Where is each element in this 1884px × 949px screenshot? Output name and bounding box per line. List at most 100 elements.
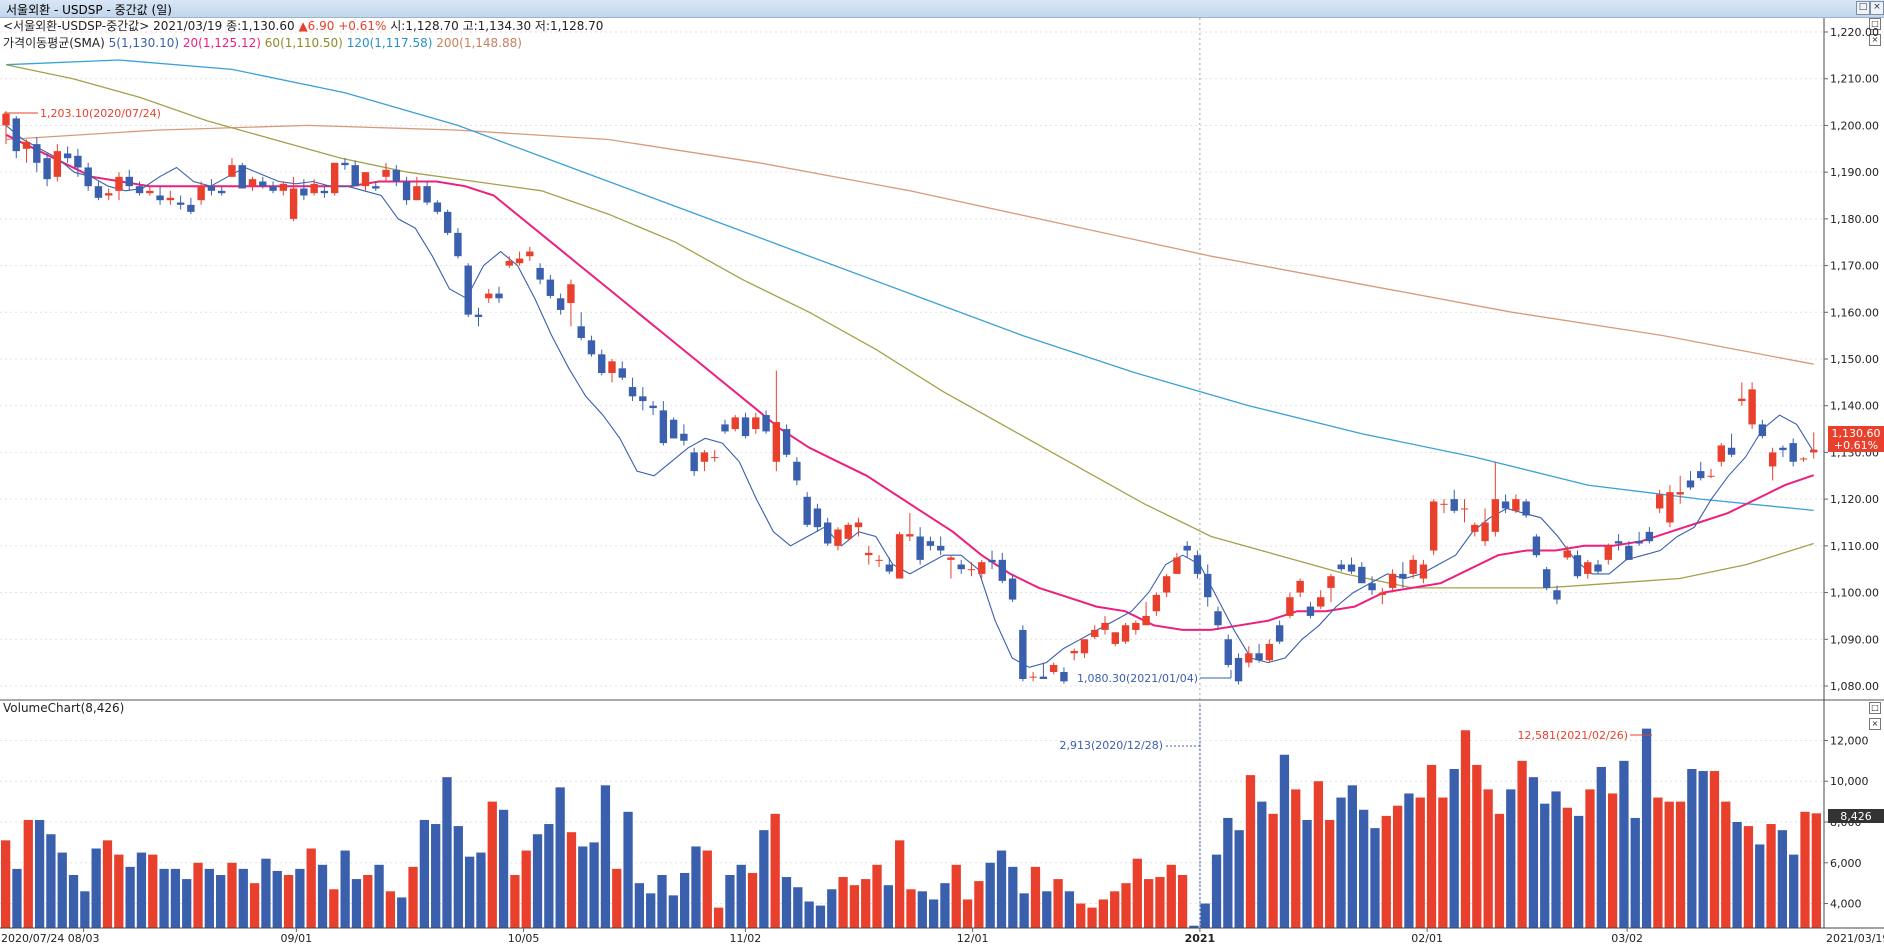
candle-body (1584, 562, 1592, 574)
price-tick-label: 1,170.00 (1830, 260, 1879, 273)
volume-bar (1336, 797, 1346, 928)
volume-bar (1325, 819, 1335, 928)
x-tick-label: 10/05 (508, 932, 540, 945)
volume-bar (657, 875, 667, 928)
volume-bar (216, 875, 226, 928)
volume-bar (1257, 801, 1267, 928)
candle-body (1245, 653, 1253, 663)
candle-body (1440, 503, 1448, 505)
volume-bar (1755, 844, 1765, 928)
restore-icon[interactable]: □ (1856, 1, 1870, 15)
candle-body (1789, 443, 1797, 462)
x-tick-label: 09/01 (280, 932, 312, 945)
candle-body (1625, 545, 1633, 560)
ma120-legend: 120(1,117.58) (346, 36, 433, 50)
volume-bar (453, 826, 463, 928)
candle-body (2, 113, 10, 126)
candle-body (207, 186, 216, 191)
volume-bar (1064, 891, 1075, 928)
volume-bar (521, 850, 531, 928)
volume-bar (1359, 809, 1369, 928)
candle-body (567, 284, 575, 303)
volume-pane-close-icon[interactable]: × (1869, 718, 1881, 730)
volume-bar (91, 848, 101, 928)
volume-bar (317, 864, 328, 928)
candle-body (1060, 671, 1068, 682)
volume-bar (1110, 891, 1120, 928)
volume-bar (849, 885, 860, 928)
volume-bar (589, 842, 599, 928)
candle-body (279, 183, 288, 191)
volume-bar (815, 905, 826, 928)
volume-pane-maximize-icon[interactable]: □ (1869, 702, 1881, 714)
candle-body (1563, 550, 1571, 558)
candle-body (269, 186, 277, 191)
window-title: 서울외환 - USDSP - 중간값 (일) (6, 3, 172, 17)
candle-body (1337, 564, 1345, 570)
candle-body (813, 508, 822, 528)
candle-body (1204, 573, 1212, 598)
candle-body (1481, 522, 1489, 542)
volume-bar (510, 875, 520, 928)
price-pane-close-icon[interactable]: × (1869, 34, 1881, 46)
volume-bar (136, 852, 147, 928)
candle-body (320, 190, 329, 194)
candle-body (1460, 508, 1469, 510)
candle-body (587, 340, 596, 355)
candle-body (1810, 449, 1818, 453)
x-tick-label: 12/01 (957, 932, 989, 945)
candle-body (690, 452, 698, 472)
volume-bar (1245, 775, 1256, 928)
last-price-badge: 1,130.60 (1832, 427, 1881, 440)
volume-bar (804, 901, 814, 928)
volume-bar (1574, 815, 1584, 928)
volume-bar (408, 866, 418, 928)
candle-body (1193, 555, 1202, 574)
candle-body (166, 197, 175, 201)
x-tick-label: 2021 (1185, 932, 1216, 945)
candle-body (741, 417, 750, 437)
volume-bar (363, 875, 373, 928)
volume-bar (431, 824, 441, 928)
volume-bar (1777, 830, 1788, 928)
volume-bar (340, 850, 350, 928)
volume-bar (34, 819, 45, 928)
volume-bar (1800, 811, 1810, 928)
volume-bar (295, 868, 305, 928)
volume-bar (725, 875, 735, 928)
volume-bar (1653, 797, 1663, 928)
candle-body (217, 190, 226, 194)
price-tick-label: 1,100.00 (1830, 587, 1879, 600)
candle-body (1132, 622, 1140, 630)
candle-body (762, 415, 770, 432)
volume-bar (1155, 877, 1165, 928)
volume-bar (1732, 822, 1742, 928)
price-pane-maximize-icon[interactable]: □ (1869, 18, 1881, 30)
candle-body (782, 429, 791, 455)
volume-bar (1392, 805, 1403, 928)
candle-body (454, 232, 462, 257)
volume-bar (1494, 813, 1505, 928)
volume-bar (1279, 754, 1290, 928)
legend-pct: +0.61% (338, 19, 387, 33)
volume-bar (1008, 866, 1018, 928)
volume-bar (306, 848, 316, 928)
candle-body (1306, 606, 1315, 616)
x-tick-label: 2020/07/24 (1, 932, 64, 945)
candle-body (639, 396, 647, 402)
candle-body (680, 433, 688, 441)
candle-body (895, 534, 904, 579)
volume-bar (227, 862, 237, 928)
volume-bar (1551, 791, 1561, 928)
candle-body (413, 186, 421, 201)
price-tick-label: 1,080.00 (1830, 680, 1879, 693)
candle-body (1419, 564, 1428, 579)
volume-bar (1811, 813, 1821, 928)
candle-body (433, 202, 442, 212)
volume-bar (1528, 777, 1539, 928)
candle-body (515, 258, 524, 264)
volume-bar (1675, 801, 1686, 928)
volume-bar (1042, 891, 1052, 928)
volume-bar (1426, 764, 1437, 928)
